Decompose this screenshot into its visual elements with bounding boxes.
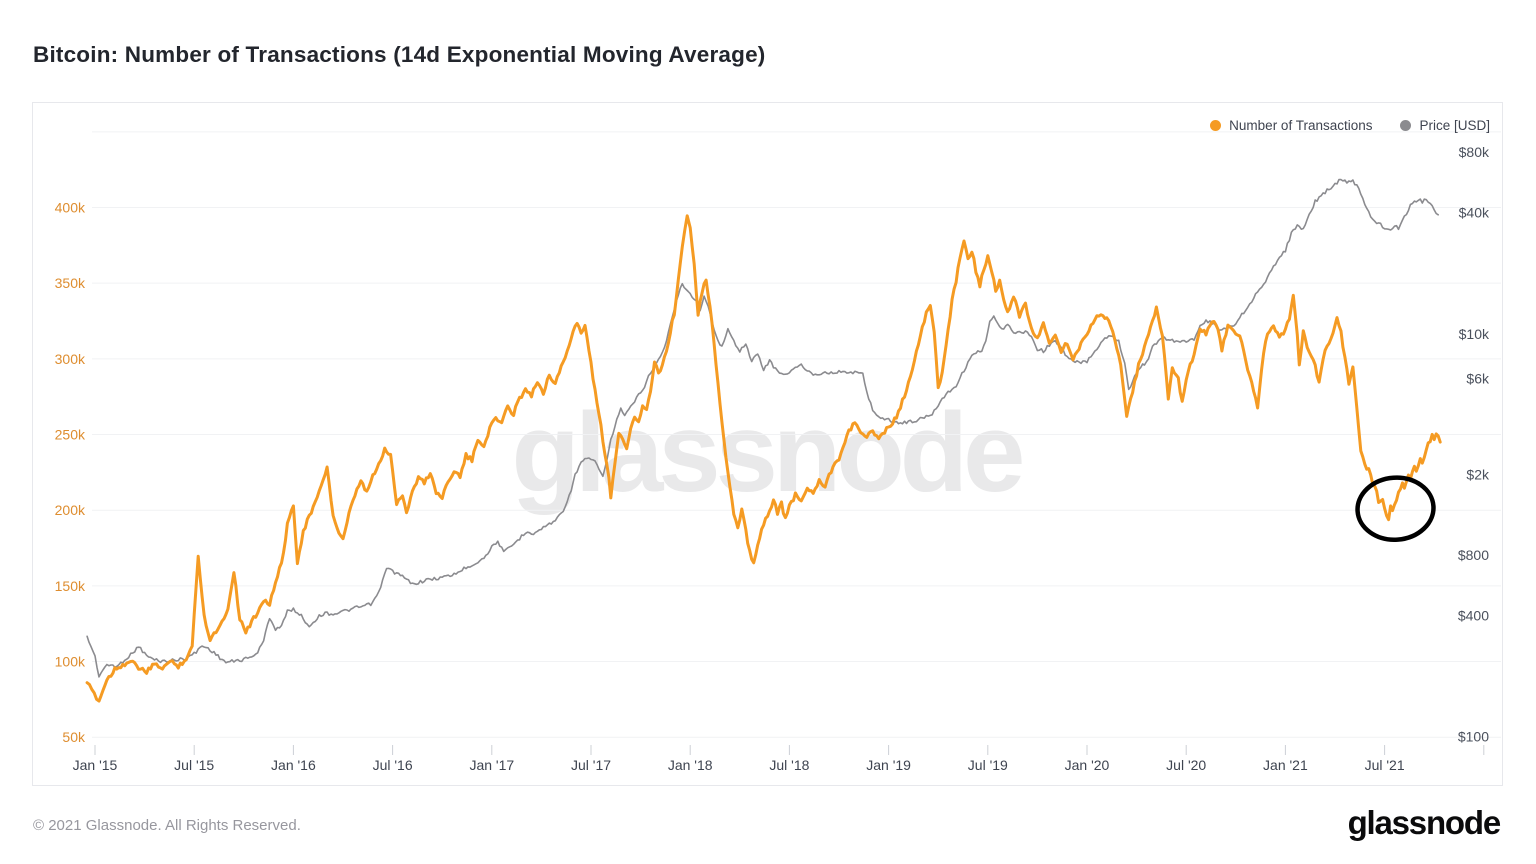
left-axis-tick-label: 300k [55,351,86,367]
x-axis-tick-label: Jul '21 [1365,757,1405,773]
x-axis-tick-label: Jan '19 [866,757,911,773]
transactions-series-line [85,214,1442,703]
left-axis-tick-label: 100k [55,654,86,670]
transactions-legend-dot-icon [1210,120,1222,131]
right-axis-labels: $80k $40k $10k $6k $2k $800 $400 $100 [1458,144,1490,745]
x-axis-tick-label: Jan '15 [73,757,118,773]
x-axis-tick-label: Jul '17 [571,757,611,773]
annotation-ellipse [1355,475,1436,542]
left-axis-tick-label: 350k [55,275,86,291]
right-axis-tick-label: $400 [1458,607,1489,623]
watermark-text: glassnode [512,390,1023,515]
right-axis-tick-label: $40k [1459,205,1490,221]
x-axis-ticks [94,745,1485,755]
price-series-line [86,178,1439,678]
chart-card: glassnode 400k 350k 300k 250k 200k 150k 100k 50… [32,102,1503,786]
price-legend-dot-icon [1400,120,1412,131]
price-legend-label: Price [USD] [1419,118,1490,133]
series-lines [85,178,1442,703]
x-axis-tick-label: Jan '21 [1263,757,1308,773]
page-title: Bitcoin: Number of Transactions (14d Exp… [33,42,766,67]
left-axis-tick-label: 400k [55,200,86,216]
transactions-legend-label: Number of Transactions [1229,118,1373,133]
x-axis-tick-label: Jan '20 [1065,757,1110,773]
annotation-circle [1355,475,1436,542]
x-axis-labels: Jan '15 Jul '15 Jan '16 Jul '16 Jan '17 Jul '… [73,757,1405,773]
left-axis-tick-label: 200k [55,502,86,518]
glassnode-logo: glassnode [1347,804,1502,841]
footer-copyright: © 2021 Glassnode. All Rights Reserved. [33,817,301,834]
right-axis-tick-label: $2k [1466,467,1490,483]
right-axis-tick-label: $6k [1466,371,1490,387]
x-axis-tick-label: Jul '18 [769,757,809,773]
left-axis-tick-label: 250k [55,427,86,443]
right-axis-tick-label: $100 [1458,729,1489,745]
right-axis-tick-label: $80k [1459,144,1490,160]
x-axis-tick-label: Jul '20 [1166,757,1206,773]
left-axis-labels: 400k 350k 300k 250k 200k 150k 100k 50k [55,200,86,746]
left-axis-tick-label: 50k [62,729,86,745]
left-axis-tick-label: 150k [55,578,86,594]
legend-item-transactions[interactable]: Number of Transactions [1210,118,1372,133]
x-axis-tick-label: Jan '17 [469,757,514,773]
x-axis-tick-label: Jul '15 [174,757,214,773]
legend-item-price[interactable]: Price [USD] [1400,118,1490,133]
chart-legend: Number of Transactions Price [USD] [1210,118,1490,133]
right-axis-tick-label: $10k [1459,326,1490,342]
right-axis-tick-label: $800 [1458,547,1489,563]
chart-canvas[interactable]: glassnode 400k 350k 300k 250k 200k 150k 100k 50… [33,103,1502,785]
x-axis-tick-label: Jan '16 [271,757,316,773]
x-axis-tick-label: Jul '19 [968,757,1008,773]
x-axis-tick-label: Jan '18 [668,757,713,773]
gridlines [92,131,1501,738]
x-axis-tick-label: Jul '16 [373,757,413,773]
